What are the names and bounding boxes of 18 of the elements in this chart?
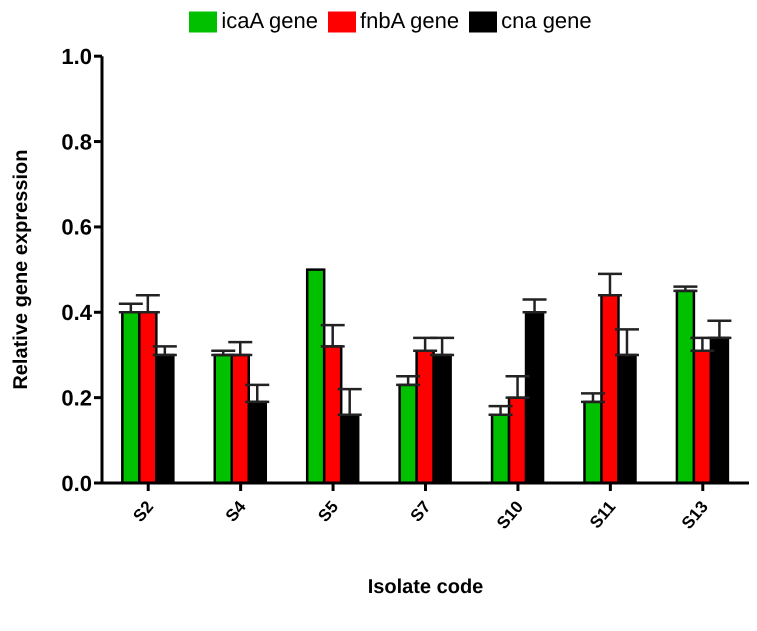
y-tick-label: 0.2: [61, 385, 92, 410]
y-tick-label: 0.8: [61, 129, 92, 154]
x-axis-title: Isolate code: [368, 576, 484, 598]
y-tick-label: 0.6: [61, 214, 92, 240]
legend-label: cna gene: [501, 8, 592, 33]
x-tick-label: S10: [492, 497, 527, 533]
x-tick-label: S7: [406, 497, 435, 526]
x-tick-label: S13: [678, 497, 712, 533]
y-tick-label: 0.0: [61, 470, 92, 496]
x-tick-label: S11: [586, 497, 620, 532]
legend-label: fnbA gene: [360, 8, 460, 33]
x-tick-label: S5: [314, 497, 342, 526]
y-tick-label: 0.4: [61, 300, 93, 326]
y-axis-title: Relative gene expression: [10, 150, 32, 390]
y-tick-label: 1.0: [61, 44, 92, 69]
x-tick-label: S4: [222, 496, 250, 526]
x-tick-label: S2: [129, 497, 158, 526]
legend-label: icaA gene: [221, 8, 318, 33]
